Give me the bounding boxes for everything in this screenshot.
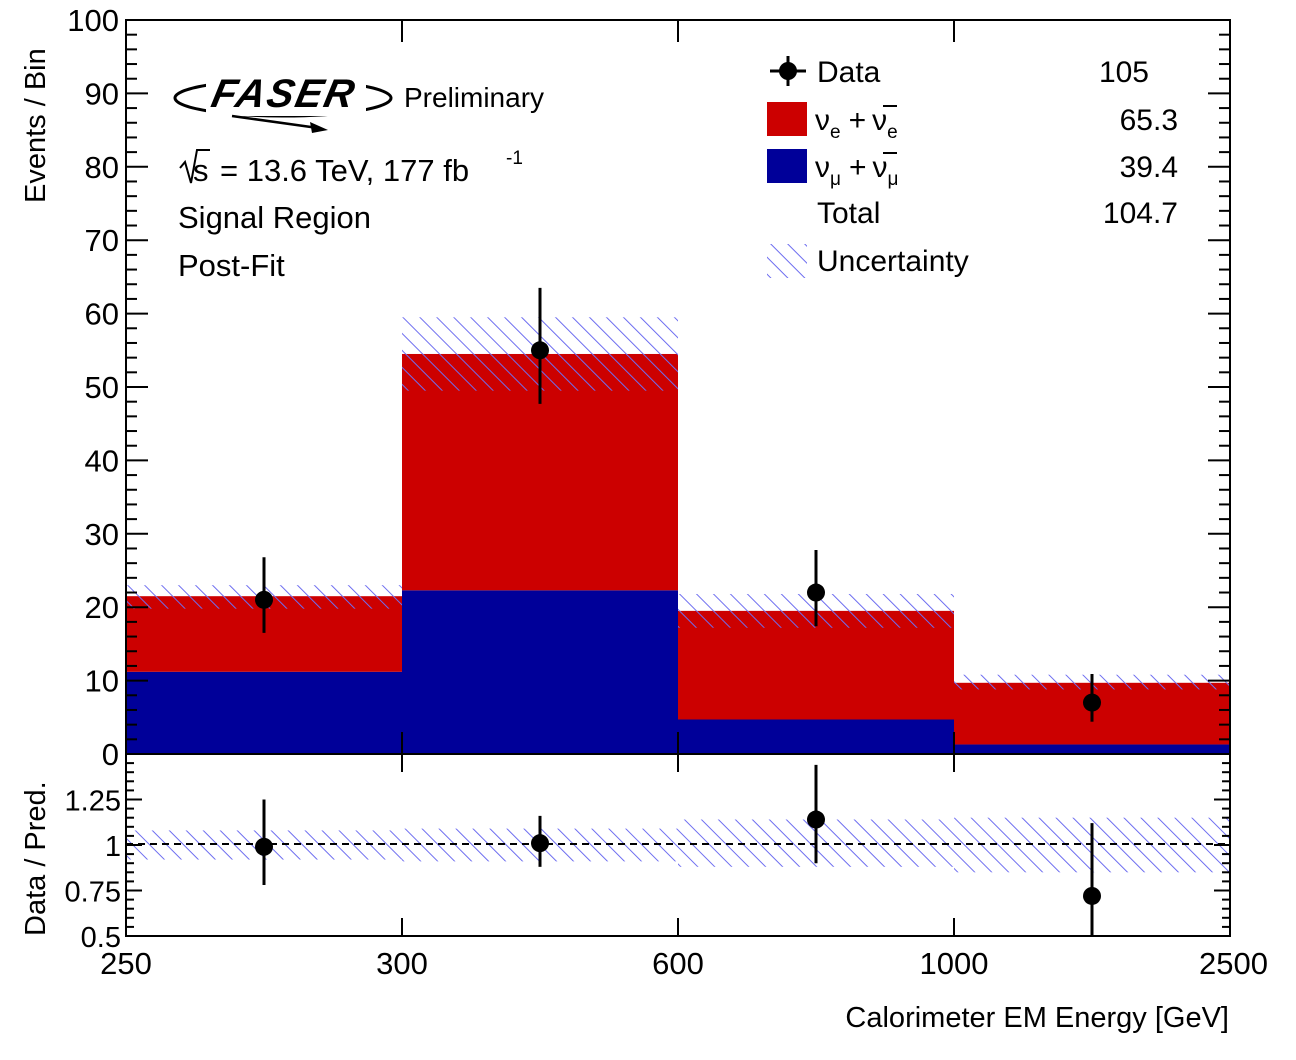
main-stacked-bars <box>126 353 1230 754</box>
y-tick-label-5: 50 <box>85 370 119 405</box>
legend-label-total: Total <box>817 197 880 230</box>
legend-item-total: Total 104.7 <box>817 197 1178 230</box>
bar-nu-mu-bin-3 <box>954 744 1230 754</box>
legend-label-uncertainty: Uncertainty <box>817 245 969 278</box>
legend-swatch-nu-e <box>767 102 807 136</box>
y-tick-label-6: 60 <box>85 297 119 332</box>
y-tick-label-9: 90 <box>85 76 119 111</box>
ratio-point-2 <box>807 810 825 829</box>
data-point-3 <box>1083 693 1101 712</box>
x-tick-label-0: 250 <box>100 946 152 981</box>
legend-value-data: 105 <box>1099 56 1149 89</box>
data-points-main <box>255 287 1101 722</box>
legend-item-data: Data 105 <box>770 56 1149 89</box>
energy-lumi-text: = 13.6 TeV, 177 fb <box>220 153 469 188</box>
legend-label-nu-e: νe + νe <box>815 104 898 143</box>
bar-nu-mu-bin-2 <box>678 719 954 754</box>
y-tick-label-10: 100 <box>67 3 119 38</box>
x-tick-label-2: 600 <box>652 946 704 981</box>
faser-logo-text: FASER <box>208 70 361 115</box>
data-points-ratio <box>255 764 1101 936</box>
y-tick-label-7: 70 <box>85 223 119 258</box>
y-tick-label-3: 30 <box>85 517 119 552</box>
data-point-0 <box>255 590 273 609</box>
ratio-y-tick-label-2: 1 <box>105 831 121 863</box>
faser-logo: FASER <box>173 70 393 133</box>
ratio-point-3 <box>1083 886 1101 905</box>
data-point-1 <box>531 341 549 360</box>
x-tick-label-1: 300 <box>376 946 428 981</box>
legend-item-uncertainty: Uncertainty <box>767 244 969 278</box>
legend: Data 105 νe + νe 65.3 νμ + νμ 39.4 Total 104… <box>767 56 1178 278</box>
ratio-y-axis-title: Data / Pred. <box>20 781 52 936</box>
lumi-exponent: -1 <box>506 148 523 169</box>
ratio-point-1 <box>531 834 549 853</box>
ratio-y-tick-label-0: 0.5 <box>81 922 121 954</box>
legend-item-nu-e: νe + νe 65.3 <box>767 102 1178 143</box>
legend-value-nu-mu: 39.4 <box>1120 151 1178 184</box>
sqrt-s-text: s <box>193 153 209 188</box>
y-tick-label-8: 80 <box>85 150 119 185</box>
legend-swatch-nu-mu <box>767 149 807 183</box>
bar-nu-mu-bin-0 <box>126 671 402 754</box>
x-tick-label-4: 2500 <box>1199 946 1268 981</box>
data-point-2 <box>807 583 825 602</box>
y-tick-label-2: 20 <box>85 590 119 625</box>
region-label: Signal Region <box>178 200 371 235</box>
legend-data-marker <box>779 62 797 80</box>
y-tick-label-0: 0 <box>102 737 119 772</box>
ratio-y-tick-label-3: 1.25 <box>65 786 121 818</box>
y-tick-label-4: 40 <box>85 443 119 478</box>
bar-nu-e-bin-2 <box>678 610 954 720</box>
ratio-point-0 <box>255 837 273 856</box>
legend-label-nu-mu: νμ + νμ <box>815 151 898 190</box>
ratio-axis-ticks: 0.5 0.75 1 1.25 250 300 600 1000 2500 <box>65 754 1268 981</box>
legend-swatch-uncertainty <box>767 244 807 278</box>
preliminary-label: Preliminary <box>404 82 544 113</box>
fit-state-label: Post-Fit <box>178 248 285 283</box>
x-axis-title: Calorimeter EM Energy [GeV] <box>845 1002 1229 1034</box>
ratio-y-tick-label-1: 0.75 <box>65 877 121 909</box>
y-axis-title: Events / Bin <box>20 48 52 203</box>
legend-item-nu-mu: νμ + νμ 39.4 <box>767 149 1178 190</box>
bar-nu-mu-bin-1 <box>402 590 678 754</box>
energy-lumi-label: s = 13.6 TeV, 177 fb -1 <box>179 148 523 188</box>
legend-value-total: 104.7 <box>1103 197 1178 230</box>
main-axis-ticks: 0 10 20 30 40 50 60 70 80 90 100 <box>67 3 1231 772</box>
legend-value-nu-e: 65.3 <box>1120 104 1178 137</box>
x-tick-label-3: 1000 <box>920 946 989 981</box>
y-tick-label-1: 10 <box>85 664 119 699</box>
legend-label-data: Data <box>817 56 881 89</box>
